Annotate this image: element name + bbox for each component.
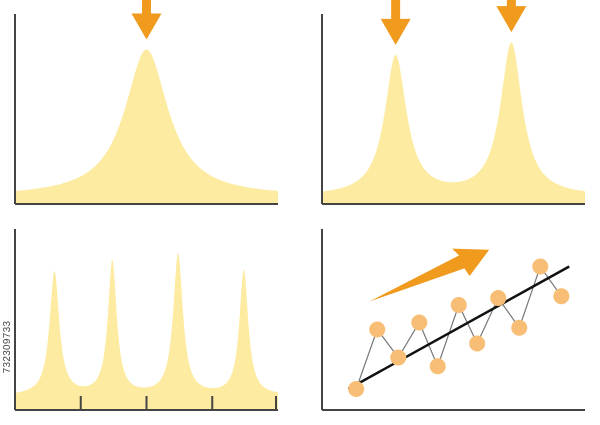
data-point-7 — [469, 335, 486, 352]
bottom-left-peak-area — [15, 253, 278, 410]
top-left-arrow-1 — [131, 0, 162, 40]
data-point-10 — [532, 258, 549, 275]
trend-line — [347, 265, 570, 391]
trend-arrow — [369, 248, 490, 302]
data-point-3 — [390, 349, 407, 366]
data-point-8 — [490, 290, 507, 306]
data-point-6 — [450, 297, 467, 313]
top-right-peak-area — [322, 42, 585, 204]
bottom-left-panel — [14, 229, 278, 411]
data-point-9 — [511, 319, 528, 336]
bottom-right-panel — [321, 229, 585, 411]
data-point-1 — [348, 381, 365, 397]
top-right-arrow-2 — [496, 0, 527, 33]
top-right-panel — [321, 0, 585, 205]
top-right-arrow-1 — [380, 0, 411, 45]
top-left-panel — [14, 0, 278, 205]
data-point-11 — [553, 288, 570, 305]
top-left-peak-area — [15, 49, 278, 204]
data-point-5 — [429, 358, 446, 375]
data-point-4 — [411, 314, 428, 331]
stock-id-text: 732309733 — [2, 320, 13, 374]
data-point-2 — [369, 321, 386, 338]
